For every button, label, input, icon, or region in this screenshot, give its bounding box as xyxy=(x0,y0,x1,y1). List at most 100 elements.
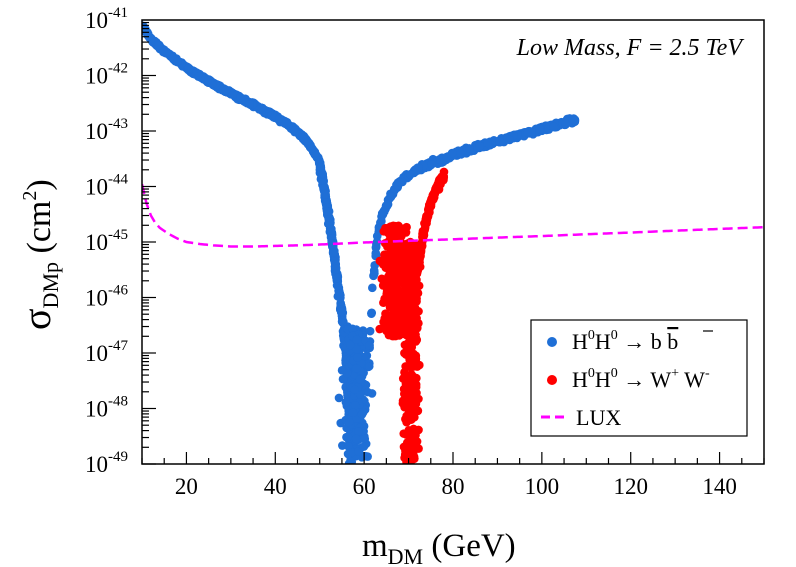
bb-point xyxy=(364,362,374,371)
x-tick-label: 60 xyxy=(353,474,376,499)
y-tick-label: 10-41 xyxy=(85,5,128,33)
ww-point xyxy=(402,291,411,301)
x-tick-label: 40 xyxy=(264,474,287,499)
bb-point xyxy=(359,442,369,451)
ww-point xyxy=(375,324,384,334)
y-tick-label: 10-49 xyxy=(85,449,128,477)
bb-point xyxy=(348,408,358,418)
x-axis-ticks: 20 40 60 80 100 120 140 xyxy=(141,452,765,499)
bb-point xyxy=(343,432,353,442)
bb-point xyxy=(256,103,266,113)
y-tick-label: 10-42 xyxy=(85,61,128,89)
y-tick-label: 10-45 xyxy=(85,227,128,255)
bb-point xyxy=(173,57,182,66)
y-tick-label: 10-44 xyxy=(85,172,128,200)
bb-point xyxy=(307,143,316,153)
ww-point xyxy=(400,368,409,377)
bb-point xyxy=(427,159,437,169)
bb-point xyxy=(435,155,445,164)
bb-point xyxy=(355,375,365,384)
ww-point xyxy=(406,404,415,414)
ww-point xyxy=(411,351,421,361)
bb-point xyxy=(367,309,376,318)
ww-point xyxy=(379,298,388,308)
bb-point xyxy=(351,434,361,444)
ww-point xyxy=(382,281,392,290)
ww-point xyxy=(380,250,389,259)
ww-point xyxy=(402,416,412,425)
ww-point xyxy=(409,435,419,445)
ww-point xyxy=(422,217,431,226)
bb-point xyxy=(365,326,375,336)
lux-limit-line xyxy=(142,183,764,248)
bb-point xyxy=(354,427,363,436)
y-tick-label: 10-47 xyxy=(85,338,128,366)
ww-point xyxy=(418,236,427,245)
ww-point xyxy=(394,221,403,231)
series-layer xyxy=(142,21,764,464)
ww-point xyxy=(406,357,416,366)
bb-point xyxy=(363,387,372,397)
legend-label-lux: LUX xyxy=(576,405,621,430)
ww-point xyxy=(385,226,395,236)
ww-point xyxy=(398,399,408,408)
bb-point xyxy=(325,219,334,229)
y-tick-label: 10-46 xyxy=(85,283,128,311)
ww-point xyxy=(389,251,398,260)
ww-point xyxy=(403,438,412,447)
bb-point xyxy=(383,200,393,209)
ww-point xyxy=(393,287,402,296)
ww-point xyxy=(432,186,441,195)
x-tick-label: 80 xyxy=(442,474,465,499)
bb-point xyxy=(386,191,396,201)
bb-point xyxy=(475,141,484,151)
bb-point xyxy=(295,130,305,140)
bb-point xyxy=(335,289,345,298)
x-tick-label: 140 xyxy=(702,474,737,499)
bb-point xyxy=(535,124,544,134)
ww-point xyxy=(386,297,396,307)
legend-marker-ww xyxy=(547,375,557,385)
bb-point xyxy=(207,79,217,89)
bb-point xyxy=(350,401,360,410)
ww-point xyxy=(390,263,399,273)
legend-label-ww: H0H0 → W+ W- xyxy=(572,366,710,392)
bb-point xyxy=(322,206,332,216)
bb-point xyxy=(348,324,357,334)
legend-label-bb: H0H0 → b b xyxy=(572,328,678,354)
bb-point xyxy=(337,307,346,316)
y-axis-title: σDMp (cm2) xyxy=(14,179,63,330)
ww-point xyxy=(427,193,437,203)
y-tick-label: 10-48 xyxy=(85,394,128,422)
ww-point xyxy=(401,430,411,439)
bb-point xyxy=(372,237,382,247)
bb-point xyxy=(245,100,255,109)
y-tick-label: 10-43 xyxy=(85,116,128,144)
bb-point xyxy=(329,248,338,257)
bb-point xyxy=(370,268,379,278)
bb-point xyxy=(184,63,194,73)
ww-point xyxy=(379,317,388,327)
bb-point xyxy=(341,397,351,407)
ww-point xyxy=(418,226,428,236)
ww-point xyxy=(383,260,392,270)
bb-point xyxy=(365,341,374,350)
bb-point xyxy=(549,122,559,132)
bb-point xyxy=(274,114,284,123)
series-ww xyxy=(375,167,449,464)
bb-point xyxy=(352,364,362,373)
bb-point xyxy=(154,40,163,50)
bb-point xyxy=(194,72,203,81)
ww-point xyxy=(403,374,413,384)
bb-point xyxy=(342,369,352,378)
ww-point xyxy=(405,341,415,350)
bb-point xyxy=(331,264,341,274)
bb-point xyxy=(318,169,327,179)
ww-point xyxy=(402,303,411,313)
bb-point xyxy=(360,434,370,444)
bb-point xyxy=(221,85,231,95)
bb-point xyxy=(505,135,514,145)
bb-point xyxy=(395,178,405,187)
bb-point xyxy=(561,119,570,129)
x-tick-label: 120 xyxy=(613,474,648,499)
